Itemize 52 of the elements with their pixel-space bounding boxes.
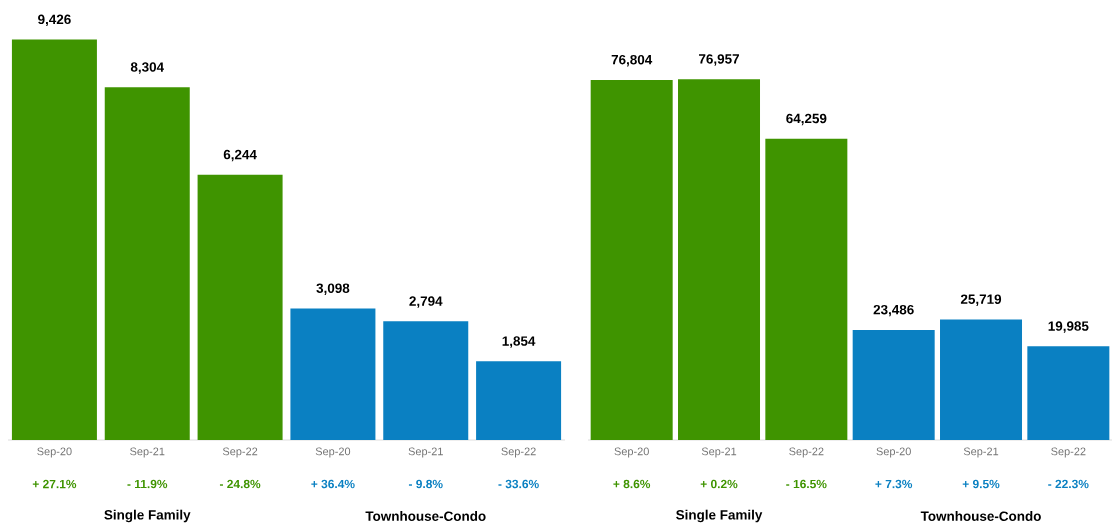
text: Townhouse-Condo xyxy=(365,511,486,521)
data-label: 23,486 xyxy=(873,304,914,317)
x-tick-label: Sep-20 xyxy=(37,447,72,458)
text: - 24.8% xyxy=(219,479,261,489)
x-tick-label: Sep-20 xyxy=(876,447,911,458)
x-tick-label: Sep-20 xyxy=(614,447,649,458)
data-label: 8,304 xyxy=(130,62,164,74)
bar xyxy=(197,174,283,440)
x-tick-label: Sep-21 xyxy=(130,447,165,458)
text: - 22.3% xyxy=(1048,479,1089,489)
bar xyxy=(104,87,190,440)
text: + 27.1% xyxy=(32,479,77,489)
data-label: 64,259 xyxy=(786,113,827,126)
text: - 9.8% xyxy=(408,479,443,489)
bar xyxy=(1027,346,1110,440)
x-tick-label: Sep-21 xyxy=(408,447,443,458)
data-label: 25,719 xyxy=(960,294,1002,306)
bar xyxy=(590,79,673,440)
x-tick-label: Sep-21 xyxy=(963,447,999,458)
text: + 8.6% xyxy=(613,479,651,489)
text: + 36.4% xyxy=(311,479,355,489)
bar xyxy=(940,319,1023,440)
x-tick-label: Sep-22 xyxy=(222,447,258,458)
data-label: 76,957 xyxy=(699,54,739,66)
x-tick-label: Sep-22 xyxy=(501,447,536,458)
x-tick-label: Sep-21 xyxy=(701,447,737,458)
text: - 16.5% xyxy=(786,479,827,489)
data-label: 9,426 xyxy=(38,14,71,27)
data-label: 19,985 xyxy=(1048,321,1089,333)
text: - 11.9% xyxy=(127,479,168,489)
text: Single Family xyxy=(104,509,191,523)
bar xyxy=(11,39,97,440)
text: - 33.6% xyxy=(498,479,539,489)
data-label: 3,098 xyxy=(316,283,350,295)
bar xyxy=(383,321,469,440)
bar xyxy=(852,329,935,440)
text: + 0.2% xyxy=(700,479,738,489)
text: Townhouse-Condo xyxy=(920,511,1041,521)
text: Single Family xyxy=(676,509,763,523)
bar xyxy=(476,361,562,440)
bar xyxy=(678,79,761,440)
text: + 7.3% xyxy=(875,479,913,489)
text: + 9.5% xyxy=(962,479,1000,489)
data-label: 76,804 xyxy=(611,54,653,67)
bar xyxy=(290,308,376,440)
x-tick-label: Sep-22 xyxy=(789,447,824,458)
data-label: 6,244 xyxy=(223,149,257,162)
data-label: 2,794 xyxy=(409,296,443,308)
data-label: 1,854 xyxy=(502,336,536,348)
bar xyxy=(765,138,848,440)
x-tick-label: Sep-20 xyxy=(315,447,351,458)
x-tick-label: Sep-22 xyxy=(1051,447,1086,458)
